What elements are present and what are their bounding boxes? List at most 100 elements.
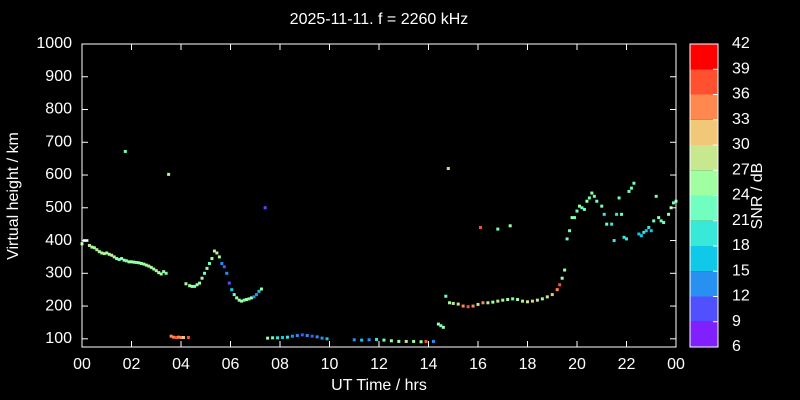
data-point <box>654 194 658 198</box>
colorbar-band <box>690 296 718 322</box>
data-point <box>90 245 94 249</box>
data-point <box>137 261 141 265</box>
colorbar-band <box>690 321 718 347</box>
data-point <box>266 336 270 340</box>
data-point <box>235 296 239 300</box>
data-point <box>179 336 183 340</box>
data-point <box>198 281 202 285</box>
data-point <box>627 189 631 193</box>
data-point <box>220 261 224 265</box>
data-point <box>210 257 214 261</box>
data-point <box>573 216 577 220</box>
data-point <box>257 289 261 293</box>
x-tick-label: 14 <box>420 356 438 373</box>
colorbar-tick-label: 18 <box>732 237 750 254</box>
data-point <box>639 234 643 238</box>
data-point <box>95 248 99 252</box>
data-point <box>125 259 129 263</box>
colorbar-tick-label: 30 <box>732 136 750 153</box>
data-point <box>456 302 460 306</box>
data-point <box>600 204 604 208</box>
data-point <box>232 293 236 297</box>
x-tick-label: 18 <box>519 356 537 373</box>
data-point <box>652 219 656 223</box>
data-point <box>310 334 314 338</box>
data-point <box>177 335 181 339</box>
data-point <box>254 293 258 297</box>
data-point <box>144 263 148 267</box>
colorbar-tick-label: 24 <box>732 187 750 204</box>
data-point <box>649 229 653 233</box>
data-point <box>215 251 219 255</box>
data-point <box>629 186 633 190</box>
data-point <box>478 225 482 229</box>
data-point <box>491 300 495 304</box>
x-tick-label: 04 <box>172 356 190 373</box>
data-point <box>285 335 289 339</box>
data-point <box>300 333 304 337</box>
colorbar-band <box>690 170 718 196</box>
x-tick-label: 00 <box>73 356 91 373</box>
data-point <box>582 207 586 211</box>
data-point <box>382 338 386 342</box>
data-point <box>555 288 559 292</box>
colorbar-band <box>690 44 718 70</box>
data-point <box>225 271 229 275</box>
data-point <box>516 298 520 302</box>
data-point <box>112 255 116 259</box>
x-tick-label: 16 <box>469 356 487 373</box>
colorbar-label: SNR / dB <box>749 163 766 230</box>
data-point <box>130 260 133 264</box>
data-point <box>102 252 106 256</box>
data-point <box>585 199 589 203</box>
data-point <box>565 237 569 241</box>
data-point <box>575 209 579 213</box>
data-point <box>590 191 594 195</box>
data-point <box>446 166 450 170</box>
data-point <box>644 229 648 233</box>
data-point <box>404 339 408 343</box>
data-point <box>620 212 624 216</box>
data-point <box>107 252 111 256</box>
data-point <box>471 304 475 308</box>
y-tick-label: 600 <box>45 166 72 183</box>
data-point <box>558 283 562 287</box>
data-point <box>190 284 194 288</box>
data-point <box>290 334 294 338</box>
colorbar-band <box>690 220 718 246</box>
y-tick-label: 1000 <box>36 35 72 52</box>
data-point <box>530 299 534 303</box>
data-point <box>441 325 445 329</box>
data-point <box>100 251 104 255</box>
y-axis-label: Virtual height / km <box>5 132 22 260</box>
data-point <box>127 260 131 264</box>
y-tick-label: 400 <box>45 232 72 249</box>
data-point <box>540 297 544 301</box>
data-point <box>501 298 505 302</box>
data-point <box>115 257 119 261</box>
data-point <box>412 339 416 343</box>
data-point <box>563 268 567 272</box>
data-point <box>132 260 136 264</box>
y-tick-label: 900 <box>45 68 72 85</box>
data-point <box>647 225 651 229</box>
data-point <box>625 237 628 241</box>
data-point <box>560 276 564 280</box>
data-point <box>242 298 246 302</box>
data-point <box>431 339 435 343</box>
data-point <box>610 222 614 226</box>
data-point <box>451 301 455 305</box>
colorbar-band <box>690 195 718 221</box>
data-point <box>424 339 428 343</box>
colorbar-band <box>690 94 718 120</box>
data-point <box>481 301 485 305</box>
data-point <box>87 243 91 247</box>
x-tick-label: 20 <box>568 356 586 373</box>
data-point <box>247 297 251 301</box>
data-point <box>461 304 465 308</box>
data-point <box>263 206 267 210</box>
data-point <box>496 299 500 303</box>
colorbar-tick-label: 12 <box>732 288 750 305</box>
data-point <box>152 267 156 271</box>
